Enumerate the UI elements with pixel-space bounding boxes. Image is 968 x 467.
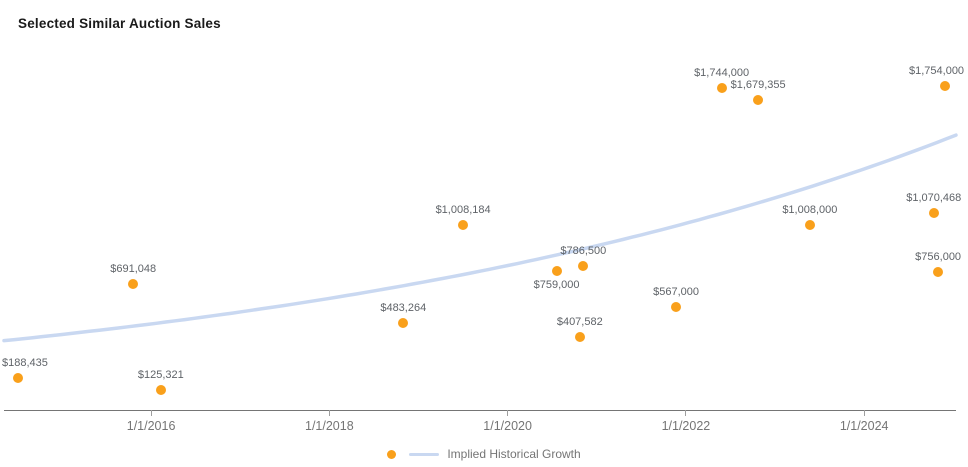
x-tick-label: 1/1/2022	[661, 419, 711, 433]
point-label: $1,754,000	[909, 64, 965, 77]
point-label: $759,000	[533, 279, 580, 292]
x-tick-mark	[150, 410, 152, 416]
x-axis-ticks: 1/1/2016 1/1/2018 1/1/2020 1/1/2022 1/1/2024	[4, 410, 956, 450]
data-point[interactable]	[128, 279, 139, 290]
chart-legend: Implied Historical Growth	[0, 446, 968, 462]
implied-growth-trend-line	[2, 133, 958, 343]
data-point[interactable]	[928, 208, 939, 219]
trend-line-layer	[2, 133, 958, 343]
point-label: $691,048	[110, 263, 157, 276]
data-point[interactable]	[398, 317, 409, 328]
point-label: $1,744,000	[694, 66, 750, 79]
x-tick-mark	[685, 410, 687, 416]
point-label: $1,008,184	[435, 203, 491, 216]
data-point[interactable]	[940, 80, 951, 91]
data-point[interactable]	[155, 384, 166, 395]
x-tick-label: 1/1/2024	[839, 419, 889, 433]
data-point[interactable]	[574, 331, 585, 342]
point-label: $756,000	[915, 251, 962, 263]
sales-series-marker-icon	[387, 449, 397, 459]
point-label: $567,000	[653, 286, 699, 299]
data-point[interactable]	[933, 267, 944, 277]
point-label: $786,500	[560, 245, 607, 258]
chart-title: Selected Similar Auction Sales	[18, 16, 221, 31]
point-label: $407,582	[556, 315, 603, 328]
trend-series-marker-icon	[409, 452, 440, 456]
point-label: $483,264	[380, 301, 427, 314]
data-point[interactable]	[753, 94, 764, 105]
x-tick-mark	[863, 410, 865, 416]
point-label: $1,070,468	[906, 192, 962, 205]
point-label: $1,679,355	[730, 78, 786, 91]
legend-label: Implied Historical Growth	[447, 447, 581, 461]
data-point[interactable]	[804, 220, 815, 230]
data-point[interactable]	[716, 82, 727, 93]
data-point[interactable]	[458, 219, 469, 230]
data-point[interactable]	[671, 302, 682, 313]
x-tick-mark	[507, 410, 509, 416]
point-label: $125,321	[137, 368, 184, 381]
data-point[interactable]	[13, 372, 24, 383]
point-label: $188,435	[2, 356, 48, 369]
x-axis-line	[4, 410, 956, 411]
point-label: $1,008,000	[782, 204, 838, 216]
data-point[interactable]	[578, 261, 589, 272]
data-point[interactable]	[551, 266, 562, 277]
x-tick-label: 1/1/2016	[126, 419, 176, 433]
x-tick-label: 1/1/2018	[305, 419, 354, 433]
x-tick-label: 1/1/2020	[483, 419, 532, 433]
x-tick-mark	[328, 410, 330, 416]
plot-area: $188,435 $691,048 $125,321 $483,264 $1,008,1…	[2, 40, 964, 413]
